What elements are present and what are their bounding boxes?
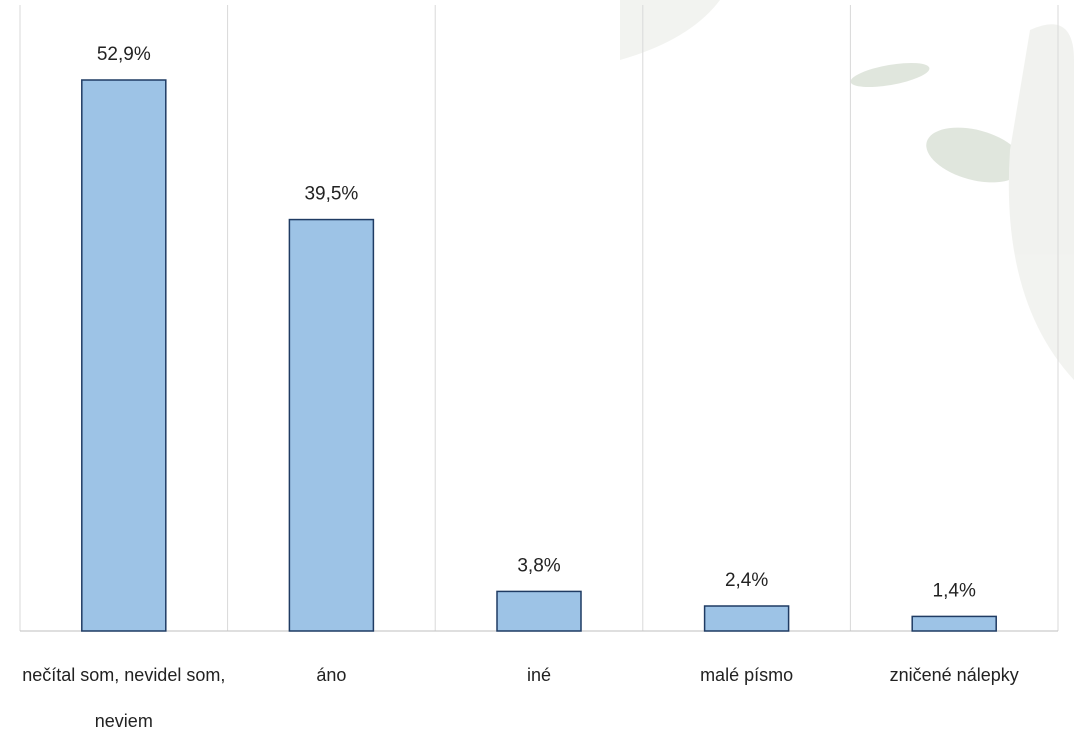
bar bbox=[911, 615, 997, 632]
bar bbox=[496, 590, 582, 632]
value-label: 2,4% bbox=[725, 570, 768, 591]
background-decoration bbox=[620, 0, 1074, 381]
x-tick-label: nečítal som, nevidel som, neviem bbox=[22, 665, 226, 731]
value-label: 3,8% bbox=[517, 555, 560, 576]
bar bbox=[81, 79, 167, 632]
x-tick-label: malé písmo bbox=[700, 665, 794, 685]
x-tick-label: zničené nálepky bbox=[889, 665, 1019, 685]
bar bbox=[288, 218, 375, 632]
x-tick-label: iné bbox=[526, 665, 552, 685]
bar bbox=[703, 605, 790, 632]
value-label: 39,5% bbox=[304, 184, 358, 205]
value-label: 1,4% bbox=[933, 580, 976, 601]
value-label: 52,9% bbox=[97, 44, 151, 65]
x-tick-label: áno bbox=[316, 665, 347, 685]
